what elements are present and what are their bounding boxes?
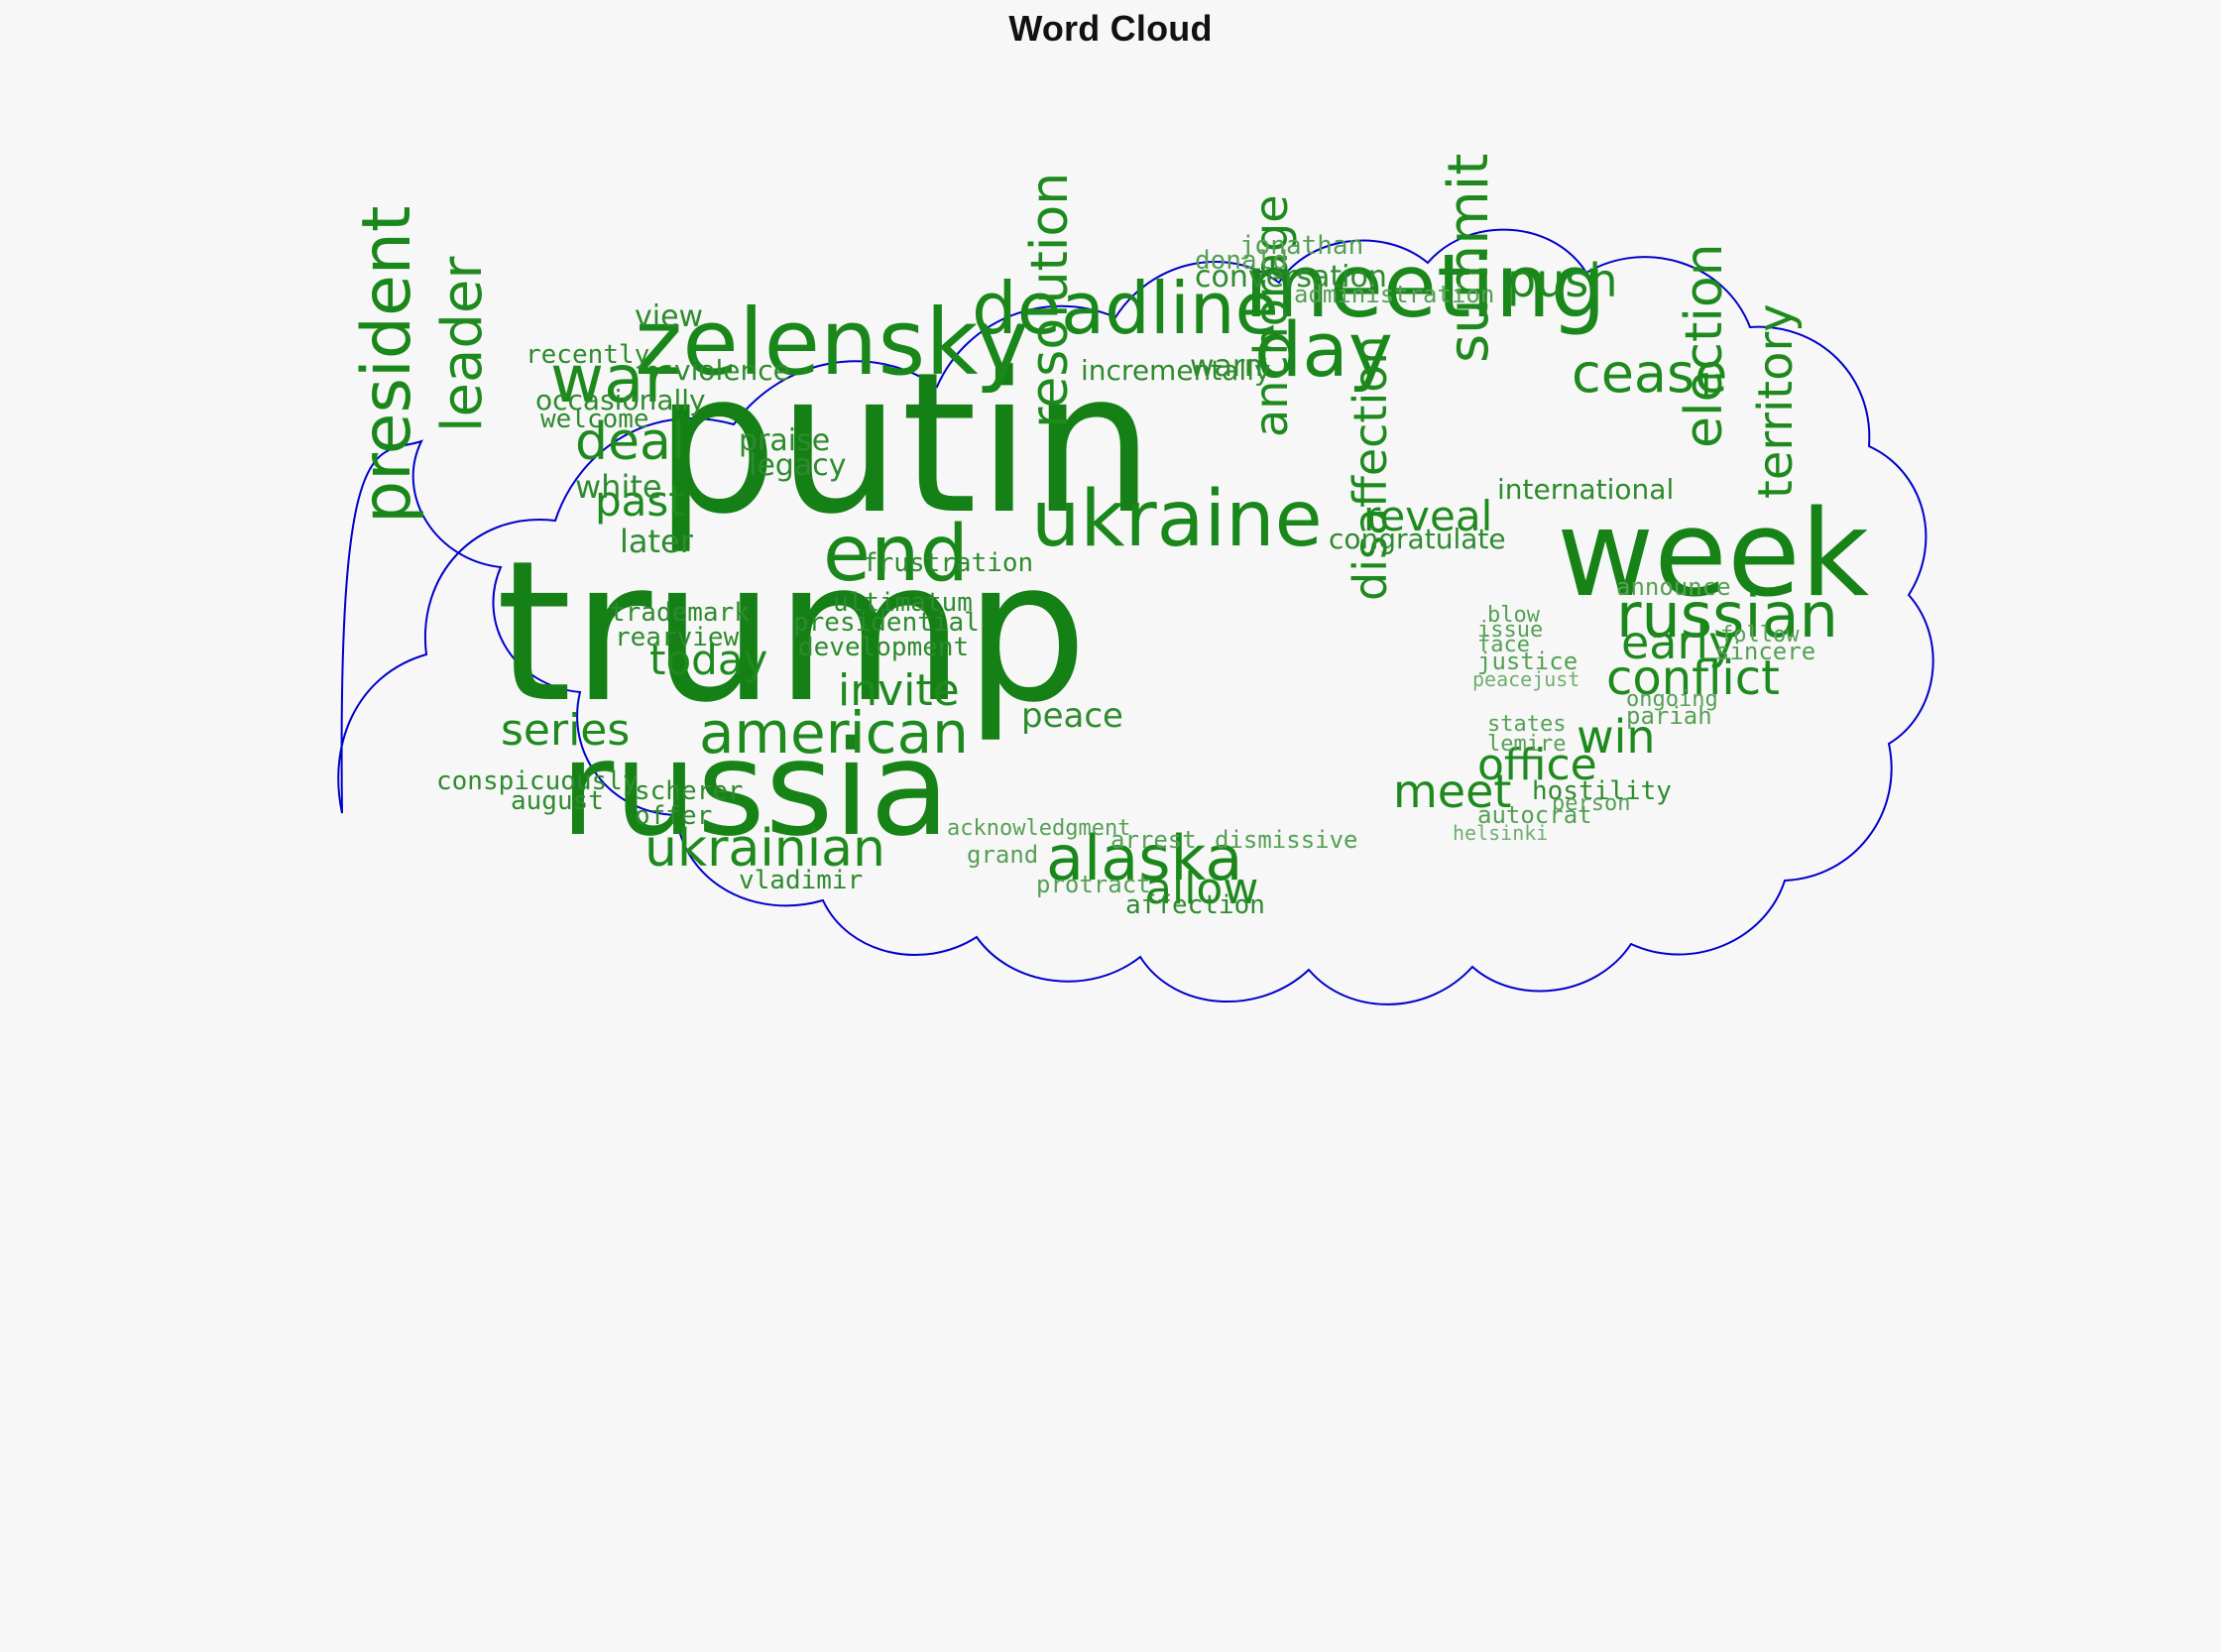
wordcloud-canvas: putin trump russia week zelensky meeting ukrai… [0, 59, 2221, 1652]
wordcloud-word: allow [1145, 864, 1259, 914]
wordcloud-word: cease [1572, 342, 1728, 405]
wordcloud-word: justice [1477, 648, 1578, 675]
wordcloud-word: donald [1195, 246, 1288, 276]
wordcloud-word: hostility [1532, 776, 1672, 806]
wordcloud-word: incrementally [1081, 354, 1271, 387]
wordcloud-word: rearview [615, 623, 740, 652]
wordcloud-word: jonathan [1239, 231, 1364, 261]
wordcloud-word: pariah [1626, 702, 1712, 730]
wordcloud-word: legacy [749, 448, 847, 483]
wordcloud-word: acknowledgment [947, 816, 1131, 841]
wordcloud-word: invite [838, 665, 960, 716]
wordcloud-word: putin [654, 331, 1155, 557]
wordcloud-word: warn [1190, 349, 1263, 384]
page-title: Word Cloud [1008, 8, 1213, 49]
wordcloud-word: today [649, 636, 768, 684]
wordcloud-word: presidential [793, 608, 980, 638]
wordcloud-word: day [1254, 305, 1393, 394]
wordcloud-word: white [575, 468, 662, 506]
wordcloud-word: sincere [1715, 638, 1816, 665]
wordcloud-word: ukrainian [644, 819, 885, 879]
wordcloud-word: peacejust [1472, 667, 1580, 691]
wordcloud-word: president [348, 205, 426, 524]
wordcloud-word: occasionally [535, 384, 706, 416]
wordcloud-word: conflict [1606, 650, 1780, 706]
wordcloud-word: ongoing [1626, 687, 1718, 712]
wordcloud-word: war [550, 341, 671, 417]
wordcloud-word: recently [526, 340, 650, 370]
wordcloud-word: arrest [1110, 826, 1197, 854]
wordcloud-word: helsinki [1453, 821, 1549, 845]
wordcloud-word: states [1487, 712, 1567, 737]
wordcloud-word: trump [496, 520, 1088, 746]
wordcloud-word: meeting [1244, 235, 1606, 337]
wordcloud-word: blow [1487, 603, 1540, 628]
wordcloud-word: ukraine [1031, 475, 1323, 564]
wordcloud-word: conspicuously [436, 767, 639, 796]
wordcloud-word: offer [635, 801, 713, 831]
wordcloud-word: scherer [635, 776, 744, 806]
wordcloud-word: meet [1393, 765, 1512, 818]
wordcloud-word: trademark [610, 598, 750, 628]
wordcloud-word: face [1477, 633, 1530, 657]
wordcloud-word: view [635, 299, 704, 334]
wordcloud-word: frustration [863, 548, 1034, 578]
wordcloud-word: development [798, 633, 970, 662]
wordcloud-word: russian [1616, 579, 1838, 651]
wordcloud-word: office [1477, 740, 1597, 790]
wordcloud-word: ultimatum [833, 588, 973, 618]
wordcloud-word: vladimir [739, 866, 864, 895]
wordcloud-word: later [620, 523, 693, 560]
wordcloud-word: american [699, 699, 969, 767]
wordcloud-word: issue [1477, 618, 1544, 643]
wordcloud-word: win [1577, 710, 1656, 764]
wordcloud-word: leader [430, 256, 495, 432]
wordcloud-word: lemire [1487, 732, 1567, 757]
wordcloud-word: peace [1021, 696, 1123, 736]
wordcloud-word: deadline [972, 267, 1279, 350]
wordcloud-word: deal [575, 413, 686, 472]
wordcloud-word: congratulate [1329, 523, 1506, 555]
wordcloud-word: international [1497, 473, 1675, 506]
wordcloud-word: follow [1720, 623, 1800, 648]
wordcloud-word: conversation [1195, 260, 1387, 295]
wordcloud-word: resolution [1020, 172, 1080, 428]
wordcloud-word: violence [674, 354, 790, 387]
wordcloud-word: dismissive [1215, 826, 1358, 854]
wordcloud-word: august [511, 786, 604, 816]
wordcloud-word: welcome [540, 405, 649, 434]
wordcloud-word: administration [1294, 281, 1495, 308]
wordcloud-word: summit [1437, 153, 1501, 363]
wordcloud-word: autocrat [1477, 801, 1592, 829]
wordcloud-word: zelensky [635, 290, 1029, 396]
wordcloud-word: series [501, 705, 631, 756]
wordcloud-word: person [1552, 791, 1631, 816]
wordcloud-word: announce [1616, 573, 1731, 601]
wordcloud-word: reveal [1363, 492, 1493, 540]
wordcloud-word: praise [739, 423, 831, 458]
wordcloud-word: early [1621, 616, 1736, 669]
wordcloud-word: territory [1748, 303, 1804, 499]
wordcloud-word: week [1557, 486, 1870, 624]
wordcloud-word: past [595, 477, 685, 526]
wordcloud-word: russia [560, 713, 951, 866]
wordcloud-word: protract [1036, 871, 1151, 898]
wordcloud-word: affection [1125, 890, 1265, 920]
wordcloud-word: alaska [1046, 822, 1243, 894]
wordcloud-word: disaffection [1344, 335, 1397, 601]
wordcloud-word: push [1507, 254, 1618, 307]
wordcloud-word: grand [967, 841, 1039, 869]
wordcloud-word: end [823, 510, 969, 599]
